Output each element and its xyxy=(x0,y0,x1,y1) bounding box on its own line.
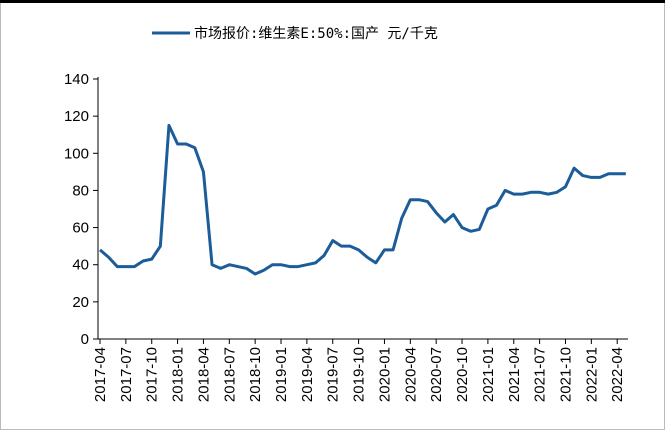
x-tick-label: 2018-07 xyxy=(221,347,238,402)
x-tick-label: 2021-07 xyxy=(532,347,549,402)
y-tick-label: 40 xyxy=(72,257,89,274)
x-tick-label: 2020-04 xyxy=(402,347,419,402)
y-tick-label: 20 xyxy=(72,294,89,311)
y-tick-label: 100 xyxy=(64,145,89,162)
y-tick-label: 140 xyxy=(64,71,89,88)
legend-label: 市场报价:维生素E:50%:国产 元/千克 xyxy=(194,25,438,42)
y-tick-label: 80 xyxy=(72,182,89,199)
x-tick-label: 2022-01 xyxy=(583,347,600,402)
x-tick-label: 2021-04 xyxy=(506,347,523,402)
x-tick-label: 2021-01 xyxy=(480,347,497,402)
x-tick-label: 2019-04 xyxy=(299,347,316,402)
y-tick-label: 120 xyxy=(64,108,89,125)
x-tick-label: 2018-01 xyxy=(170,347,187,402)
y-tick-label: 60 xyxy=(72,220,89,237)
x-tick-label: 2019-07 xyxy=(325,347,342,402)
y-tick-label: 0 xyxy=(81,331,89,348)
x-tick-label: 2020-10 xyxy=(454,347,471,402)
series-line xyxy=(99,123,626,276)
x-tick-label: 2022-04 xyxy=(609,347,626,402)
x-tick-label: 2018-10 xyxy=(247,347,264,402)
x-tick-label: 2020-01 xyxy=(376,347,393,402)
x-tick-label: 2017-04 xyxy=(92,347,109,402)
x-tick-label: 2021-10 xyxy=(557,347,574,402)
x-tick-label: 2020-07 xyxy=(428,347,445,402)
x-tick-label: 2018-04 xyxy=(195,347,212,402)
x-tick-label: 2019-01 xyxy=(273,347,290,402)
x-tick-label: 2017-07 xyxy=(118,347,135,402)
x-tick-label: 2019-10 xyxy=(351,347,368,402)
x-tick-label: 2017-10 xyxy=(144,347,161,402)
